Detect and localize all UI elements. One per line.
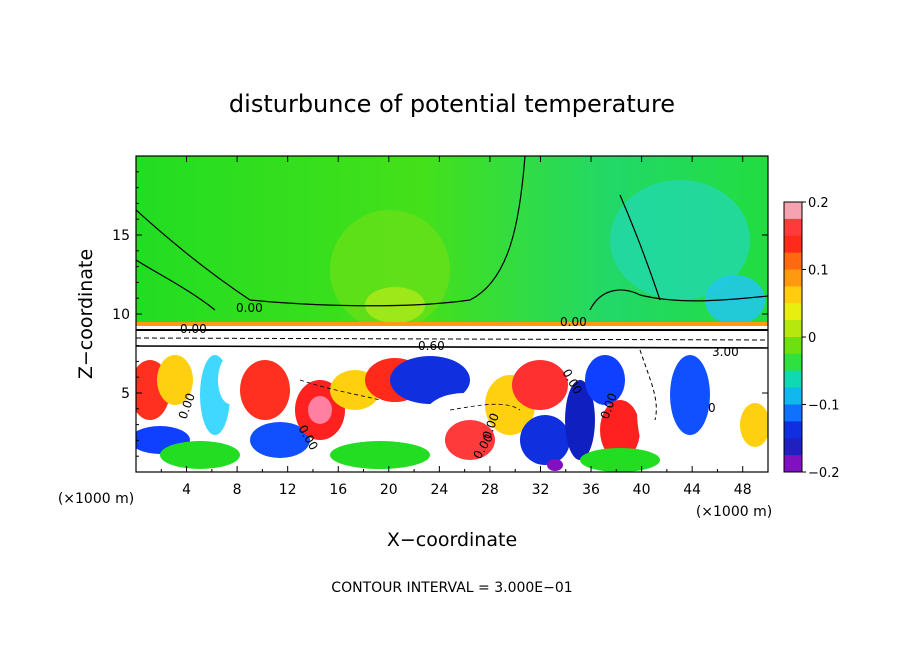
colorbar-swatch bbox=[784, 320, 802, 338]
x-tick-label: 28 bbox=[481, 482, 499, 498]
colorbar-swatch bbox=[784, 370, 802, 389]
contour-label: 0.00 bbox=[236, 301, 263, 315]
x-tick-label: 36 bbox=[582, 482, 600, 498]
colorbar-swatch bbox=[784, 337, 802, 355]
x-tick-label: 20 bbox=[380, 482, 398, 498]
colorbar-swatch bbox=[784, 438, 802, 456]
colorbar-swatch bbox=[784, 353, 802, 372]
y-axis: 5 10 15 bbox=[112, 171, 768, 457]
y-tick-label: 5 bbox=[121, 386, 130, 402]
x-axis-label: X−coordinate bbox=[387, 529, 517, 551]
colorbar-swatch bbox=[784, 202, 802, 220]
y-tick-label: 15 bbox=[112, 228, 130, 244]
colorbar-tick-label: 0.2 bbox=[808, 196, 829, 211]
colorbar: 0.2 0.1 0 −0.1 −0.2 bbox=[783, 196, 840, 481]
chart-title: disturbunce of potential temperature bbox=[229, 90, 675, 118]
contour-interval-note: CONTOUR INTERVAL = 3.000E−01 bbox=[331, 580, 572, 596]
contour-label: 0.00 bbox=[560, 315, 587, 329]
x-tick-label: 16 bbox=[329, 482, 347, 498]
x-tick-label: 8 bbox=[233, 482, 242, 498]
plot-area: 0.00 0.00 0.00 0.60 0.00 0.00 0.00 0.00 … bbox=[136, 156, 768, 472]
colorbar-swatch bbox=[784, 455, 802, 473]
colorbar-swatch bbox=[784, 252, 802, 270]
cool-patch bbox=[610, 180, 750, 300]
y-tick-label: 10 bbox=[112, 307, 130, 323]
x-axis: 4 8 12 16 20 24 28 32 36 40 44 48 bbox=[160, 156, 752, 498]
cool-core bbox=[705, 275, 765, 325]
x-unit-left: (×1000 m) bbox=[58, 491, 134, 507]
colorbar-swatch bbox=[784, 404, 802, 422]
x-tick-label: 48 bbox=[734, 482, 752, 498]
colorbar-swatch bbox=[784, 421, 802, 439]
turbulent-blobs bbox=[136, 355, 768, 472]
colorbar-swatch bbox=[784, 286, 802, 304]
contour-label: 0.00 bbox=[180, 322, 207, 336]
colorbar-swatch bbox=[784, 218, 802, 237]
colorbar-tick-label: −0.1 bbox=[808, 399, 840, 414]
colorbar-swatch bbox=[784, 235, 802, 254]
inversion-band bbox=[136, 322, 768, 326]
x-tick-label: 4 bbox=[182, 482, 191, 498]
x-tick-label: 40 bbox=[633, 482, 651, 498]
x-tick-label: 24 bbox=[430, 482, 448, 498]
x-unit-right: (×1000 m) bbox=[696, 504, 772, 520]
y-axis-label: Z−coordinate bbox=[75, 249, 97, 379]
contour-label: 3.00 bbox=[712, 345, 739, 359]
x-tick-label: 12 bbox=[279, 482, 297, 498]
contour-lines bbox=[136, 156, 768, 421]
colorbar-swatch bbox=[784, 387, 802, 405]
colorbar-swatch bbox=[784, 303, 802, 321]
contour-label: 0 bbox=[708, 401, 716, 415]
colorbar-swatch bbox=[784, 269, 802, 287]
contour-label: 0.60 bbox=[418, 339, 445, 353]
x-tick-label: 44 bbox=[683, 482, 701, 498]
colorbar-tick-label: 0.1 bbox=[808, 264, 829, 279]
colorbar-tick-label: 0 bbox=[808, 331, 816, 346]
colorbar-tick-label: −0.2 bbox=[808, 466, 840, 481]
x-tick-label: 32 bbox=[532, 482, 550, 498]
